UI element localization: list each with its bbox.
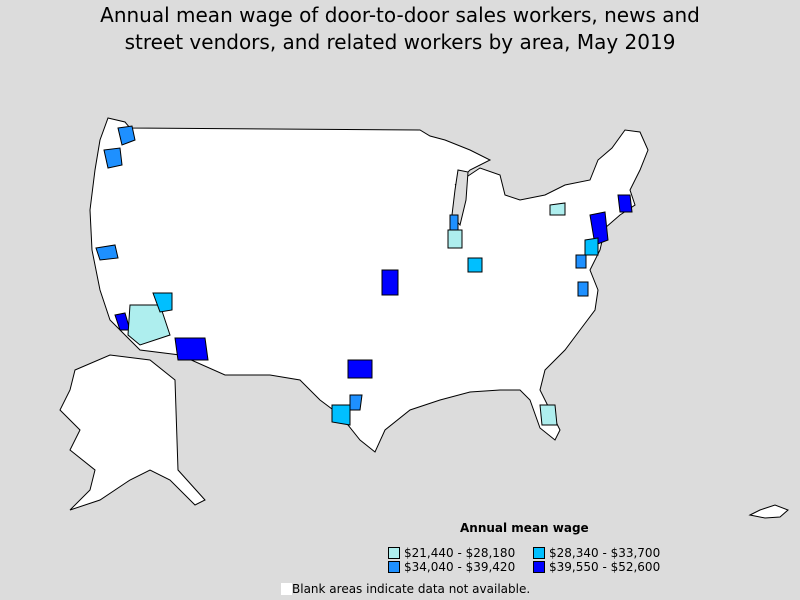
area-florida <box>539 404 558 426</box>
title-line-2: street vendors, and related workers by a… <box>124 30 676 54</box>
area-houston <box>349 394 363 411</box>
legend-label: $21,440 - $28,180 <box>404 546 516 560</box>
area-phoenix <box>174 337 209 361</box>
legend-item: $21,440 - $28,180 <box>388 546 515 560</box>
legend-label: $34,040 - $39,420 <box>404 560 516 574</box>
area-indiana <box>447 229 463 249</box>
area-chicago <box>449 214 459 231</box>
area-seattle <box>117 125 136 146</box>
area-dc <box>575 254 587 269</box>
area-philly <box>584 237 599 256</box>
note-text: Blank areas indicate data not available. <box>292 582 531 596</box>
legend-swatch <box>533 547 545 559</box>
legend-item: $39,550 - $52,600 <box>533 560 660 574</box>
legend-item: $34,040 - $39,420 <box>388 560 515 574</box>
area-dallas <box>347 359 373 379</box>
area-sf <box>95 244 119 261</box>
legend-swatch <box>533 561 545 573</box>
legend-label: $39,550 - $52,600 <box>549 560 661 574</box>
michigan-lake-outline <box>451 169 469 227</box>
area-kansas <box>381 269 399 296</box>
area-las-vegas <box>152 292 173 313</box>
area-boston <box>617 194 633 213</box>
blank-swatch <box>281 583 292 595</box>
legend-swatch <box>388 547 400 559</box>
area-inland-ca <box>127 304 171 346</box>
map-title: Annual mean wage of door-to-door sales w… <box>0 2 800 56</box>
area-austin <box>331 404 351 426</box>
area-ohio <box>467 257 483 273</box>
legend-item: $28,340 - $33,700 <box>533 546 660 560</box>
legend-swatch <box>388 561 400 573</box>
contiguous-us <box>89 117 649 453</box>
area-upstate-ny <box>549 202 566 216</box>
title-line-1: Annual mean wage of door-to-door sales w… <box>100 3 700 27</box>
area-portland <box>103 147 123 169</box>
legend-label: $28,340 - $33,700 <box>549 546 661 560</box>
alaska <box>59 354 206 511</box>
area-virginia <box>577 281 589 297</box>
hawaii <box>748 504 789 519</box>
blank-areas-note: Blank areas indicate data not available. <box>281 582 530 596</box>
legend-title: Annual mean wage <box>460 521 589 535</box>
area-ny-nj <box>589 211 609 246</box>
